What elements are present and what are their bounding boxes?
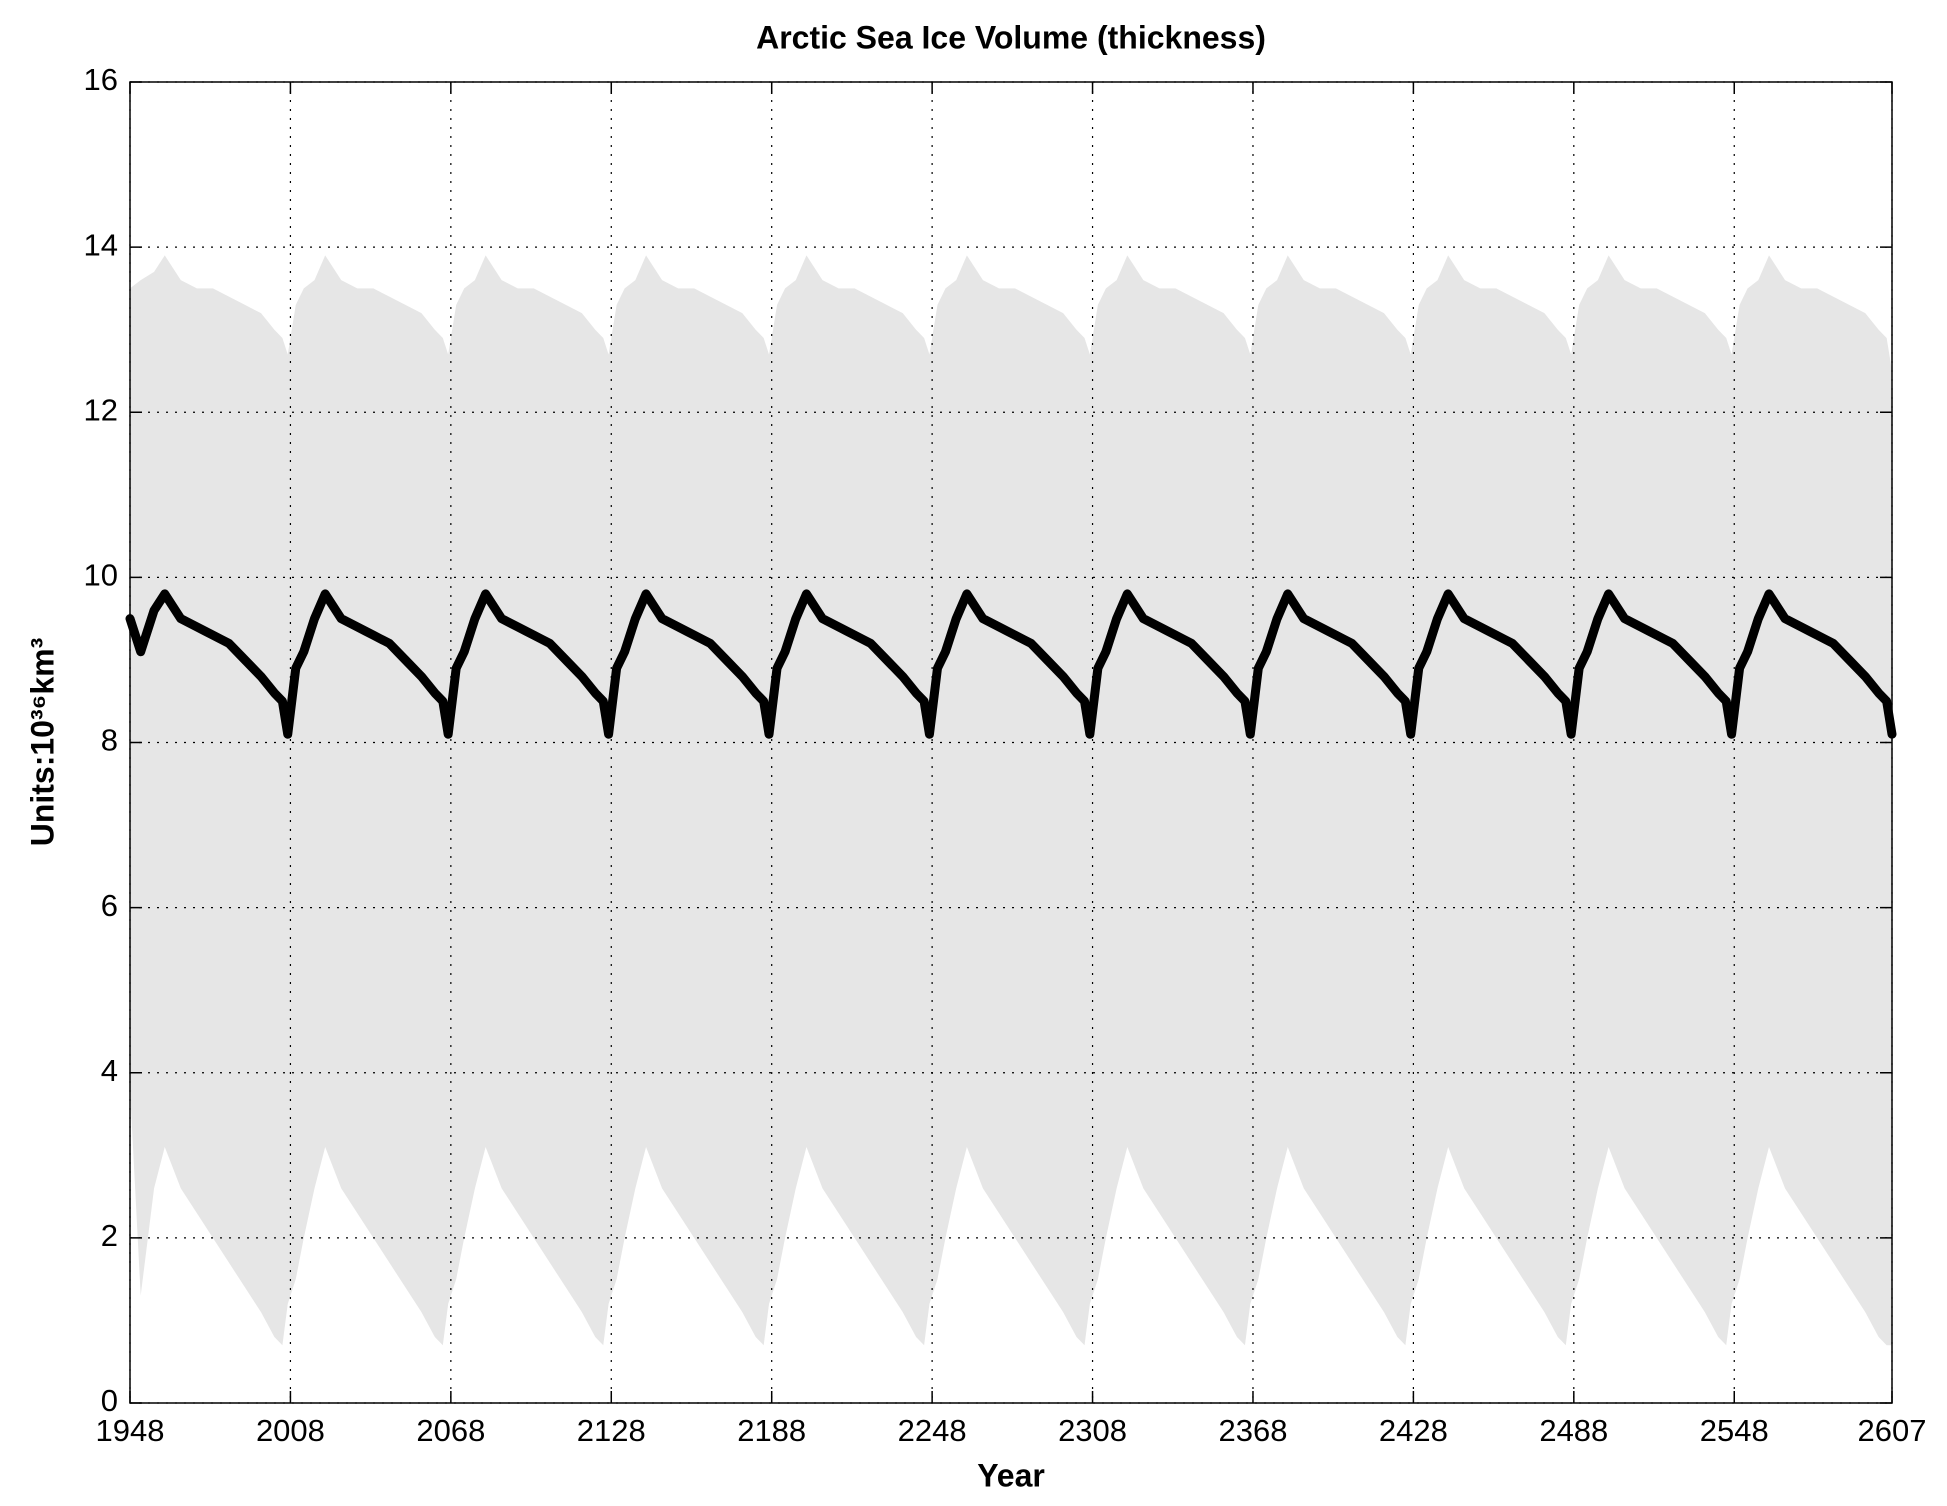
plot-frame [129, 81, 1893, 1404]
x-tick-label: 2488 [1539, 1413, 1608, 1448]
y-tick-label: 8 [101, 723, 118, 758]
x-tick-label: 2428 [1379, 1413, 1448, 1448]
x-tick-label: 2368 [1218, 1413, 1287, 1448]
band-lower [130, 1089, 1892, 1403]
x-axis-label: Year [977, 1457, 1045, 1493]
x-tick-label: 1948 [96, 1413, 165, 1448]
chart-title: Arctic Sea Ice Volume (thickness) [756, 19, 1266, 55]
y-tick-label: 14 [84, 227, 118, 262]
x-tick-label: 2068 [416, 1413, 485, 1448]
y-tick-label: 6 [101, 888, 118, 923]
x-tick-label: 2308 [1058, 1413, 1127, 1448]
x-tick-label: 2188 [737, 1413, 806, 1448]
y-axis-label: Units:10³⁶km³ [24, 638, 60, 847]
y-tick-label: 16 [84, 62, 118, 97]
band-upper [130, 255, 1892, 1404]
y-tick-label: 0 [101, 1383, 118, 1418]
x-tick-label: 2128 [577, 1413, 646, 1448]
x-tick-label: 2248 [898, 1413, 967, 1448]
y-tick-label: 4 [101, 1053, 118, 1088]
data-line [125, 589, 1897, 739]
y-tick-label: 10 [84, 558, 118, 593]
x-tick-label: 2008 [256, 1413, 325, 1448]
y-tick-label: 2 [101, 1218, 118, 1253]
x-tick-label: 2548 [1700, 1413, 1769, 1448]
y-tick-label: 12 [84, 392, 118, 427]
x-tick-label: 2607 [1858, 1413, 1927, 1448]
